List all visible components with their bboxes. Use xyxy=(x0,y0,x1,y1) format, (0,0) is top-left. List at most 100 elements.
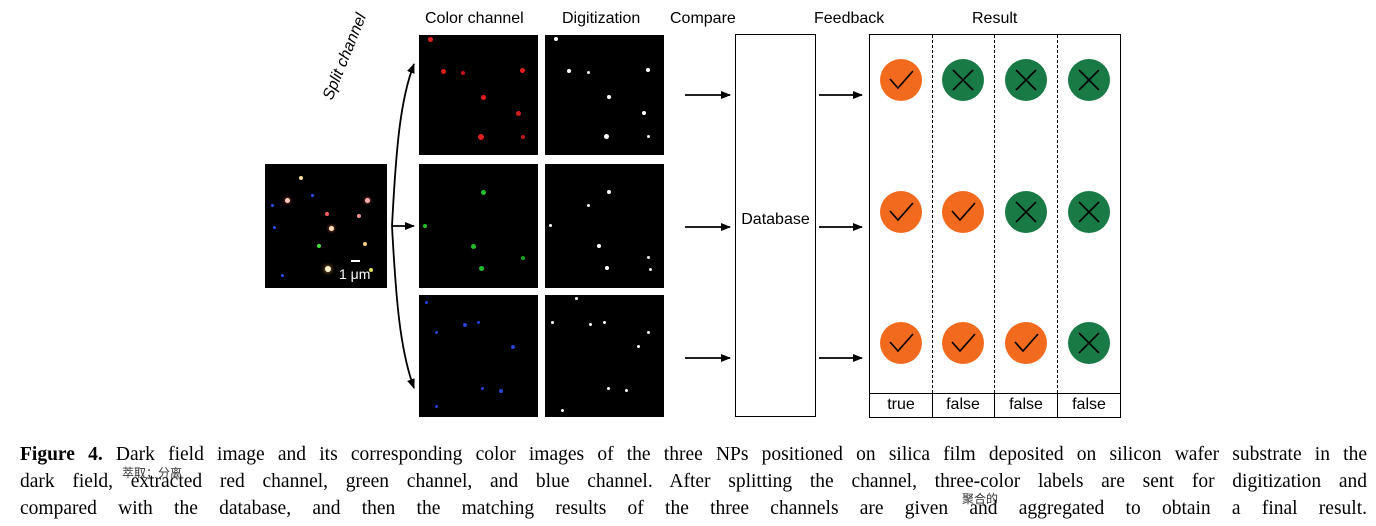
caption-line-2: dark field, extracted red channel, green… xyxy=(20,471,1367,492)
blue-np xyxy=(511,345,515,349)
result-label-3: false xyxy=(1009,396,1043,413)
digitized-np xyxy=(647,331,650,334)
cross-mark-icon xyxy=(1068,59,1110,101)
check-mark-icon xyxy=(880,191,922,233)
digitized-np xyxy=(649,268,652,271)
cross-mark-icon xyxy=(1068,322,1110,364)
result-divider xyxy=(932,35,933,393)
np-dot xyxy=(273,226,276,229)
np-dot xyxy=(357,214,361,218)
digitized-np xyxy=(605,266,609,270)
np-dot xyxy=(369,268,373,272)
check-mark-icon xyxy=(942,191,984,233)
digitized-np xyxy=(646,68,650,72)
header-result: Result xyxy=(972,10,1018,27)
arrow-layer xyxy=(391,63,863,389)
blue-np xyxy=(499,389,503,393)
database-label: Database xyxy=(741,211,810,228)
red-np xyxy=(441,69,446,74)
blue-channel-image xyxy=(419,295,538,417)
blue-np xyxy=(463,323,467,327)
caption-line-3: compared with the database, and then the… xyxy=(20,498,1367,519)
digitized-np xyxy=(551,321,554,324)
np-dot xyxy=(281,274,284,277)
digitized-np xyxy=(647,135,650,138)
database-box: Database xyxy=(735,34,816,417)
digitized-np xyxy=(597,244,601,248)
green-np xyxy=(481,190,486,195)
red-np xyxy=(516,111,521,116)
blue-np xyxy=(481,387,484,390)
figure-label: Figure 4. xyxy=(20,444,103,465)
digitized-np xyxy=(607,387,610,390)
result-label-4: false xyxy=(1072,396,1106,413)
result-grid: true false false false xyxy=(869,34,1121,418)
scale-bar-label: 1 μm xyxy=(339,266,371,282)
result-label-2: false xyxy=(946,396,980,413)
np-dot xyxy=(299,176,303,180)
red-np xyxy=(478,134,484,140)
blue-np xyxy=(435,405,438,408)
digitized-np xyxy=(587,204,590,207)
digitized-np xyxy=(575,297,578,300)
split-arrow-bottom xyxy=(391,225,415,389)
digitized-np xyxy=(587,71,590,74)
red-np xyxy=(481,95,486,100)
blue-digitized-image xyxy=(545,295,664,417)
np-dot xyxy=(271,204,274,207)
cross-mark-icon xyxy=(1005,191,1047,233)
label-divider xyxy=(1057,393,1058,417)
blue-np xyxy=(425,301,428,304)
split-arrow-top xyxy=(391,63,415,227)
check-mark-icon xyxy=(880,59,922,101)
np-dot xyxy=(363,242,367,246)
digitized-np xyxy=(607,95,611,99)
label-divider xyxy=(932,393,933,417)
caption-text-1: Dark field image and its corresponding c… xyxy=(115,444,1367,465)
green-channel-image xyxy=(419,164,538,288)
annotation-aggregated: 聚合的 xyxy=(962,492,999,506)
np-dot xyxy=(285,198,290,203)
green-np xyxy=(423,224,427,228)
np-dot xyxy=(317,244,321,248)
green-np xyxy=(471,244,476,249)
digitized-np xyxy=(561,409,564,412)
np-dot xyxy=(329,226,334,231)
dark-field-image: 1 μm xyxy=(265,164,387,288)
red-np xyxy=(461,71,465,75)
cross-mark-icon xyxy=(942,59,984,101)
digitized-np xyxy=(647,256,650,259)
label-divider xyxy=(994,393,995,417)
digitized-np xyxy=(554,37,558,41)
np-dot xyxy=(325,212,329,216)
digitized-np xyxy=(637,345,640,348)
green-digitized-image xyxy=(545,164,664,288)
header-digitization: Digitization xyxy=(562,10,641,27)
digitized-np xyxy=(607,190,611,194)
cross-mark-icon xyxy=(1068,191,1110,233)
red-np xyxy=(520,68,525,73)
result-label-divider xyxy=(870,393,1120,394)
cross-mark-icon xyxy=(1005,59,1047,101)
digitized-np xyxy=(625,389,628,392)
figure-caption: Figure 4. Dark field image and its corre… xyxy=(20,441,1367,522)
check-mark-icon xyxy=(1005,322,1047,364)
caption-line-1: Figure 4. Dark field image and its corre… xyxy=(20,441,1367,468)
red-channel-image xyxy=(419,35,538,155)
digitized-np xyxy=(642,111,646,115)
result-label-1: true xyxy=(887,396,915,413)
digitized-np xyxy=(567,69,571,73)
annotation-extracted: 萃取；分离 xyxy=(122,466,183,480)
blue-np xyxy=(435,331,438,334)
digitized-np xyxy=(603,321,606,324)
blue-np xyxy=(477,321,480,324)
red-np xyxy=(521,135,525,139)
header-color-channel: Color channel xyxy=(425,10,524,27)
np-dot xyxy=(311,194,314,197)
digitized-np xyxy=(549,224,552,227)
red-digitized-image xyxy=(545,35,664,155)
np-dot xyxy=(325,266,331,272)
np-dot xyxy=(365,198,370,203)
check-mark-icon xyxy=(880,322,922,364)
green-np xyxy=(479,266,484,271)
